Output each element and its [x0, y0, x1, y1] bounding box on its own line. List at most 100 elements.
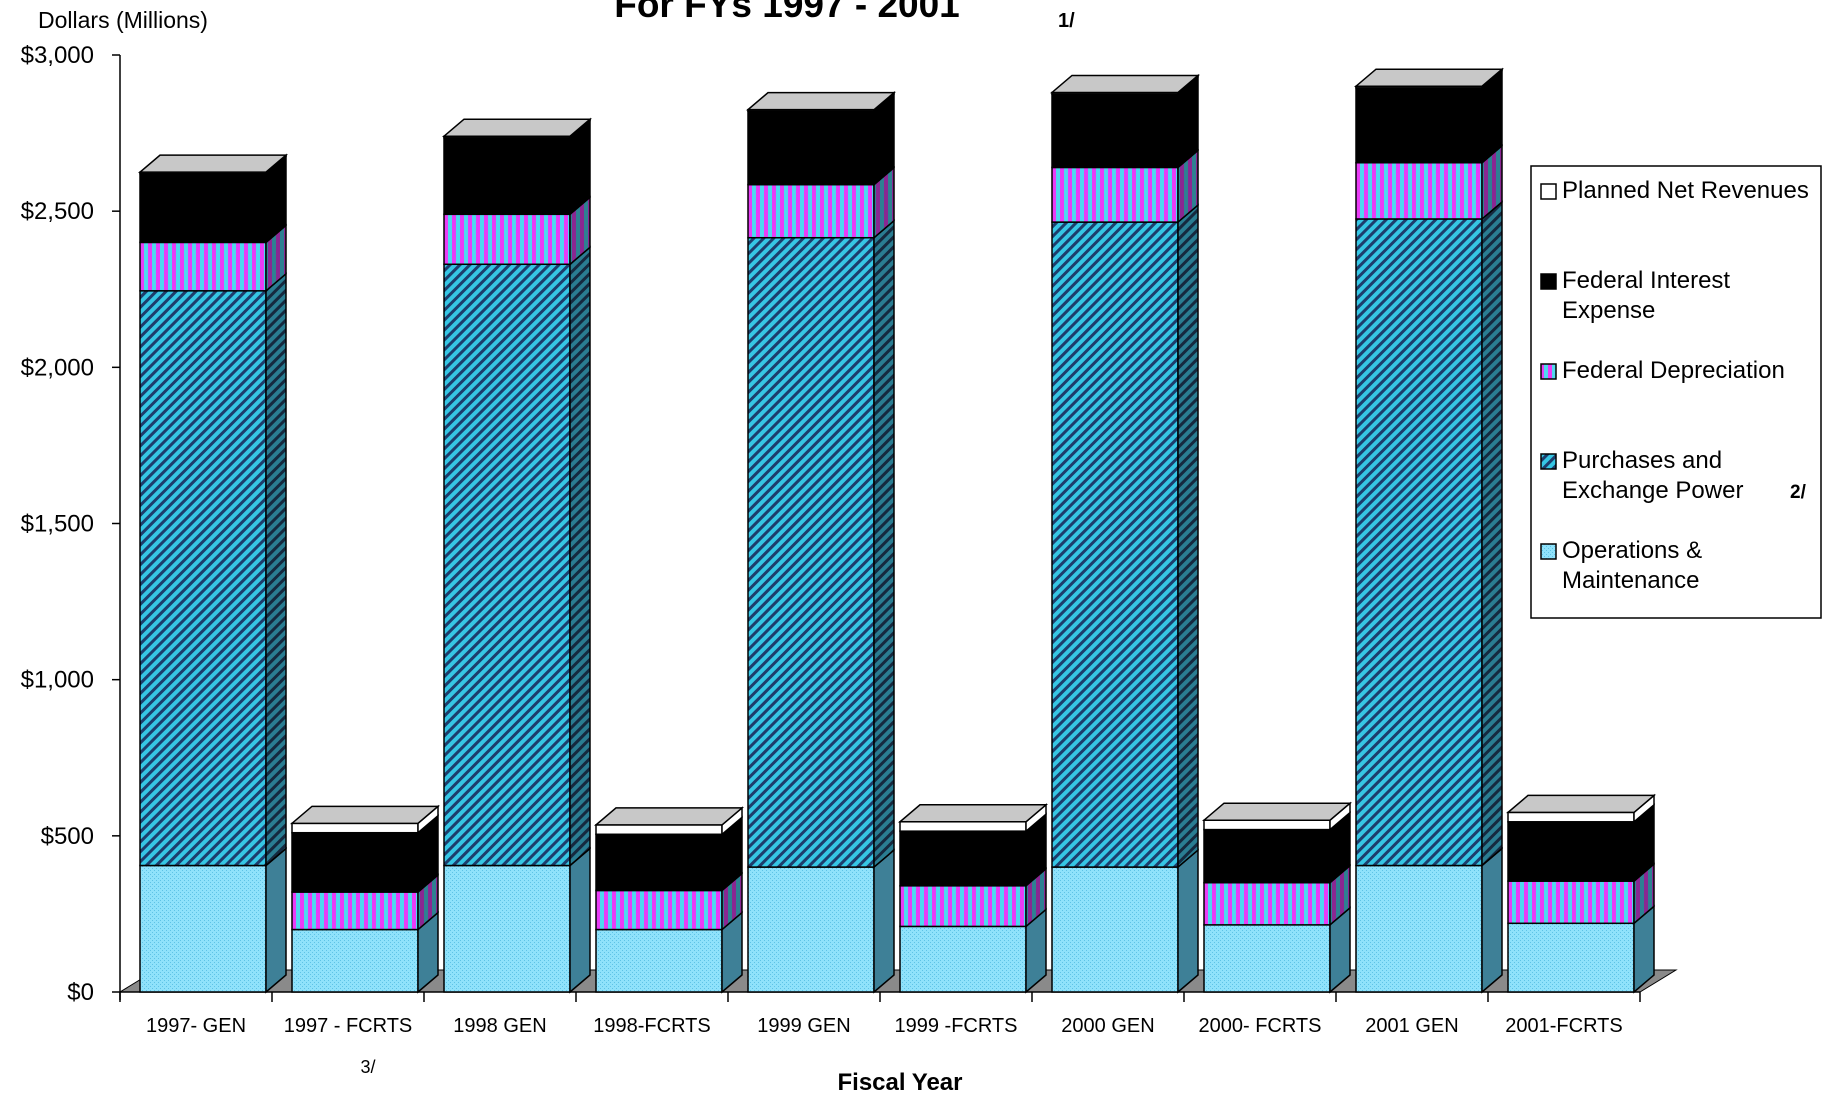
- bar-purchases-exchange: [1051, 221, 1179, 868]
- bar-federal-interest: [291, 831, 419, 893]
- x-tick-label: 2001-FCRTS: [1505, 1015, 1622, 1037]
- bar-group: [1505, 793, 1657, 994]
- bar-group: [1353, 67, 1505, 994]
- bar-federal-depreciation: [1203, 881, 1331, 926]
- bar-federal-interest: [595, 833, 723, 892]
- bar-side-ops-maintenance: [265, 846, 287, 994]
- bar-top: [745, 91, 897, 111]
- x-tick-label: 1998 GEN: [453, 1015, 546, 1037]
- chart-title: For FYs 1997 - 2001: [614, 0, 960, 25]
- bar-side-ops-maintenance: [873, 848, 895, 994]
- legend-swatch-purchases-exchange: [1540, 453, 1557, 470]
- bar-top: [593, 807, 745, 826]
- bar-side-purchases-exchange: [1177, 203, 1199, 869]
- bar-group: [289, 804, 441, 994]
- bar-side-purchases-exchange: [569, 245, 591, 868]
- bar-ops-maintenance: [1203, 924, 1331, 993]
- bar-ops-maintenance: [1507, 922, 1635, 993]
- x-tick-label: 2000- FCRTS: [1198, 1015, 1321, 1037]
- bar-federal-depreciation: [139, 241, 267, 292]
- bar-group: [593, 806, 745, 994]
- x-tick-label: 1999 GEN: [757, 1015, 850, 1037]
- bar-federal-depreciation: [1355, 162, 1483, 220]
- bar-top: [137, 154, 289, 173]
- x-tick-label: 1997 - FCRTS: [284, 1015, 413, 1037]
- bar-top: [1201, 802, 1353, 821]
- bar-group: [897, 803, 1049, 994]
- bar-purchases-exchange: [1355, 218, 1483, 867]
- bar-group: [137, 153, 289, 994]
- legend-label-ops-maintenance: Operations &: [1562, 537, 1702, 564]
- bar-side-purchases-exchange: [265, 272, 287, 868]
- bar-ops-maintenance: [139, 864, 267, 993]
- bar-top: [441, 118, 593, 137]
- bar-ops-maintenance: [443, 864, 571, 993]
- bar-planned-net-revenues: [899, 821, 1027, 832]
- bar-federal-interest: [1507, 821, 1635, 882]
- legend-label-purchases-exchange: Purchases and: [1562, 447, 1722, 474]
- bar-top: [1353, 68, 1505, 87]
- bar-ops-maintenance: [1051, 866, 1179, 993]
- y-tick-label: $500: [41, 823, 94, 850]
- legend-label-ops-maintenance: Maintenance: [1562, 567, 1699, 594]
- legend-frame: [1530, 165, 1822, 619]
- bar-federal-interest: [139, 172, 267, 244]
- legend-label-planned-net-revenues: Planned Net Revenues: [1562, 177, 1809, 204]
- bar-side-purchases-exchange: [1481, 200, 1503, 868]
- bar-planned-net-revenues: [291, 822, 419, 834]
- y-tick-label: $2,000: [21, 354, 94, 381]
- bar-group: [1201, 801, 1353, 994]
- bar-purchases-exchange: [747, 236, 875, 868]
- legend-label-purchases-exchange: Exchange Power: [1562, 477, 1743, 504]
- bar-purchases-exchange: [139, 290, 267, 867]
- bar-planned-net-revenues: [595, 824, 723, 836]
- y-tick-label: $3,000: [21, 42, 94, 69]
- legend: Planned Net Revenues Federal Interest Expe…: [1530, 165, 1822, 619]
- bar-federal-depreciation: [1051, 166, 1179, 223]
- bar-ops-maintenance: [899, 925, 1027, 993]
- bar-group: [1049, 73, 1201, 994]
- bar-side-ops-maintenance: [1481, 846, 1503, 994]
- bar-federal-depreciation: [1507, 880, 1635, 925]
- bar-top: [1505, 794, 1657, 814]
- bar-federal-interest: [899, 830, 1027, 887]
- y-tick-label: $1,500: [21, 511, 94, 538]
- legend-swatch-ops-maintenance: [1540, 543, 1557, 560]
- bar-side-ops-maintenance: [569, 846, 591, 994]
- bar-planned-net-revenues: [1507, 811, 1635, 823]
- bar-federal-interest: [1051, 93, 1179, 169]
- bar-federal-depreciation: [899, 885, 1027, 928]
- bar-top: [897, 804, 1049, 823]
- x-axis-label: Fiscal Year: [838, 1069, 963, 1093]
- legend-label-federal-interest: Expense: [1562, 297, 1655, 324]
- bar-side-purchases-exchange: [873, 219, 895, 869]
- bar-federal-interest: [1355, 87, 1483, 164]
- legend-footnote: 2/: [1790, 482, 1807, 503]
- bar-federal-depreciation: [291, 891, 419, 931]
- bar-ops-maintenance: [747, 866, 875, 993]
- bar-side-ops-maintenance: [1177, 848, 1199, 994]
- x-tick-label: 2000 GEN: [1061, 1015, 1154, 1037]
- legend-swatch-federal-depreciation: [1540, 363, 1557, 380]
- bar-ops-maintenance: [1355, 864, 1483, 993]
- legend-swatch-planned-net-revenues: [1540, 183, 1557, 200]
- axes: $0 $500 $1,000 $1,500 $2,000 $2,500 $3,000: [21, 42, 121, 1006]
- y-tick-label: $1,000: [21, 667, 94, 694]
- legend-label-federal-interest: Federal Interest: [1562, 267, 1730, 294]
- bar-ops-maintenance: [291, 928, 419, 993]
- bar-group: [441, 117, 593, 994]
- bar-top: [1049, 74, 1201, 94]
- bar-federal-depreciation: [443, 213, 571, 266]
- x-tick-label: 1997- GEN: [146, 1015, 246, 1037]
- y-axis-label: Dollars (Millions): [38, 7, 208, 33]
- bar-federal-interest: [747, 110, 875, 186]
- x-tick-footnote: 3/: [360, 1057, 375, 1077]
- legend-swatch-federal-interest: [1540, 273, 1557, 290]
- y-tick-label: $2,500: [21, 198, 94, 225]
- bar-planned-net-revenues: [1203, 819, 1331, 831]
- bar-top: [289, 805, 441, 825]
- x-tick-label: 1999 -FCRTS: [894, 1015, 1017, 1037]
- bar-ops-maintenance: [595, 928, 723, 993]
- bar-federal-interest: [443, 137, 571, 216]
